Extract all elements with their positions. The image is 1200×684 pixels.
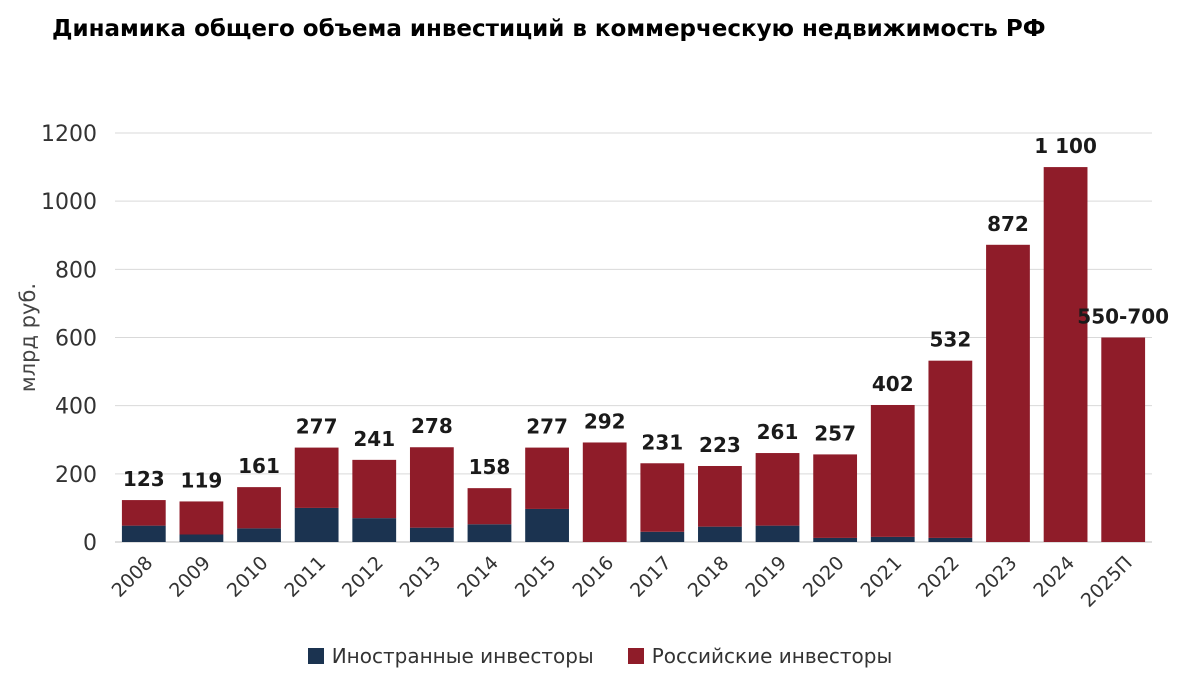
x-tick-label: 2016 bbox=[568, 552, 618, 602]
x-tick-label: 2012 bbox=[338, 552, 388, 602]
bar-segment-foreign bbox=[928, 537, 973, 542]
y-tick-label: 800 bbox=[55, 258, 97, 283]
bar-segment-foreign bbox=[467, 524, 512, 542]
legend-swatch-foreign bbox=[307, 648, 324, 664]
bar-segment-russian bbox=[582, 442, 627, 542]
bar-segment-russian bbox=[698, 465, 742, 527]
bar-segment-russian bbox=[1043, 167, 1088, 543]
bar-segment-russian bbox=[121, 500, 166, 526]
data-label: 161 bbox=[238, 454, 280, 478]
y-tick-label: 600 bbox=[55, 327, 97, 352]
data-label: 532 bbox=[929, 328, 971, 352]
bar-segment-foreign bbox=[352, 518, 397, 542]
legend-item-foreign: Иностранные инвесторы bbox=[307, 644, 594, 668]
y-tick-label: 1200 bbox=[41, 122, 97, 147]
bar-segment-foreign bbox=[813, 537, 858, 542]
bar-segment-russian bbox=[1101, 337, 1146, 542]
bar-segment-russian bbox=[409, 447, 454, 528]
x-tick-label: 2021 bbox=[857, 552, 907, 602]
legend-label-foreign: Иностранные инвесторы bbox=[331, 644, 594, 668]
data-label: 872 bbox=[987, 212, 1029, 236]
data-label: 158 bbox=[469, 455, 511, 479]
data-label: 278 bbox=[411, 414, 453, 438]
bar-segment-russian bbox=[179, 501, 224, 535]
data-label: 277 bbox=[296, 415, 338, 439]
bar-segment-russian bbox=[640, 463, 685, 532]
x-tick-label: 2014 bbox=[453, 552, 503, 602]
bar-segment-foreign bbox=[179, 534, 224, 542]
bar-segment-russian bbox=[755, 453, 800, 526]
data-label: 261 bbox=[757, 420, 799, 444]
x-tick-label: 2025П bbox=[1077, 552, 1137, 612]
x-tick-label: 2010 bbox=[223, 552, 273, 602]
bar-segment-russian bbox=[352, 459, 397, 519]
bar-chart: 0 200 400 600 800 1000 1200 млрд руб. 123 2008 119… bbox=[16, 122, 1169, 612]
bar-segment-russian bbox=[237, 487, 281, 529]
data-label: 1 100 bbox=[1034, 134, 1097, 158]
bar-segment-russian bbox=[813, 454, 858, 538]
bar-segment-russian bbox=[294, 447, 339, 508]
bar-segment-russian bbox=[928, 360, 973, 538]
bar-segment-russian bbox=[986, 244, 1030, 542]
x-tick-label: 2019 bbox=[741, 552, 791, 602]
data-label: 277 bbox=[526, 415, 568, 439]
y-tick-label: 400 bbox=[55, 395, 97, 420]
data-label: 119 bbox=[181, 468, 223, 492]
data-label: 292 bbox=[584, 409, 626, 433]
bar-segment-russian bbox=[525, 447, 569, 509]
bar-segment-foreign bbox=[870, 536, 915, 542]
chart-title: Динамика общего объема инвестиций в комм… bbox=[52, 16, 1046, 42]
bar-segment-foreign bbox=[525, 508, 569, 542]
bar-segment-foreign bbox=[121, 525, 166, 542]
bar-segment-foreign bbox=[237, 528, 281, 542]
x-tick-label: 2017 bbox=[626, 552, 676, 602]
data-label: 223 bbox=[699, 433, 741, 457]
x-tick-label: 2015 bbox=[511, 552, 561, 602]
bar-segment-foreign bbox=[640, 531, 685, 542]
y-axis-label: млрд руб. bbox=[16, 283, 40, 392]
legend-label-russian: Российские инвесторы bbox=[651, 644, 893, 668]
data-label: 257 bbox=[814, 421, 856, 445]
data-label: 231 bbox=[641, 430, 683, 454]
y-tick-label: 200 bbox=[55, 463, 97, 488]
x-tick-label: 2011 bbox=[280, 552, 330, 602]
data-label: 550-700 bbox=[1077, 305, 1169, 329]
legend-item-russian: Российские инвесторы bbox=[627, 644, 893, 668]
legend-swatch-russian bbox=[627, 648, 644, 664]
bar-segment-foreign bbox=[294, 507, 339, 542]
data-label: 402 bbox=[872, 372, 914, 396]
x-tick-label: 2018 bbox=[684, 552, 734, 602]
x-tick-label: 2024 bbox=[1029, 552, 1079, 602]
bar-segment-foreign bbox=[409, 527, 454, 542]
x-tick-label: 2008 bbox=[108, 552, 158, 602]
x-tick-label: 2013 bbox=[396, 552, 446, 602]
y-tick-label: 1000 bbox=[41, 190, 97, 215]
data-label: 123 bbox=[123, 467, 165, 491]
data-label: 241 bbox=[353, 427, 395, 451]
y-tick-label: 0 bbox=[83, 531, 97, 556]
bar-segment-foreign bbox=[698, 526, 742, 542]
bar-segment-russian bbox=[467, 488, 512, 525]
x-tick-label: 2020 bbox=[799, 552, 849, 602]
legend: Иностранные инвесторы Российские инвесто… bbox=[0, 644, 1200, 668]
x-tick-label: 2023 bbox=[972, 552, 1022, 602]
x-tick-label: 2022 bbox=[914, 552, 964, 602]
bar-segment-foreign bbox=[755, 525, 800, 542]
bar-segment-russian bbox=[870, 404, 915, 537]
x-tick-label: 2009 bbox=[165, 552, 215, 602]
